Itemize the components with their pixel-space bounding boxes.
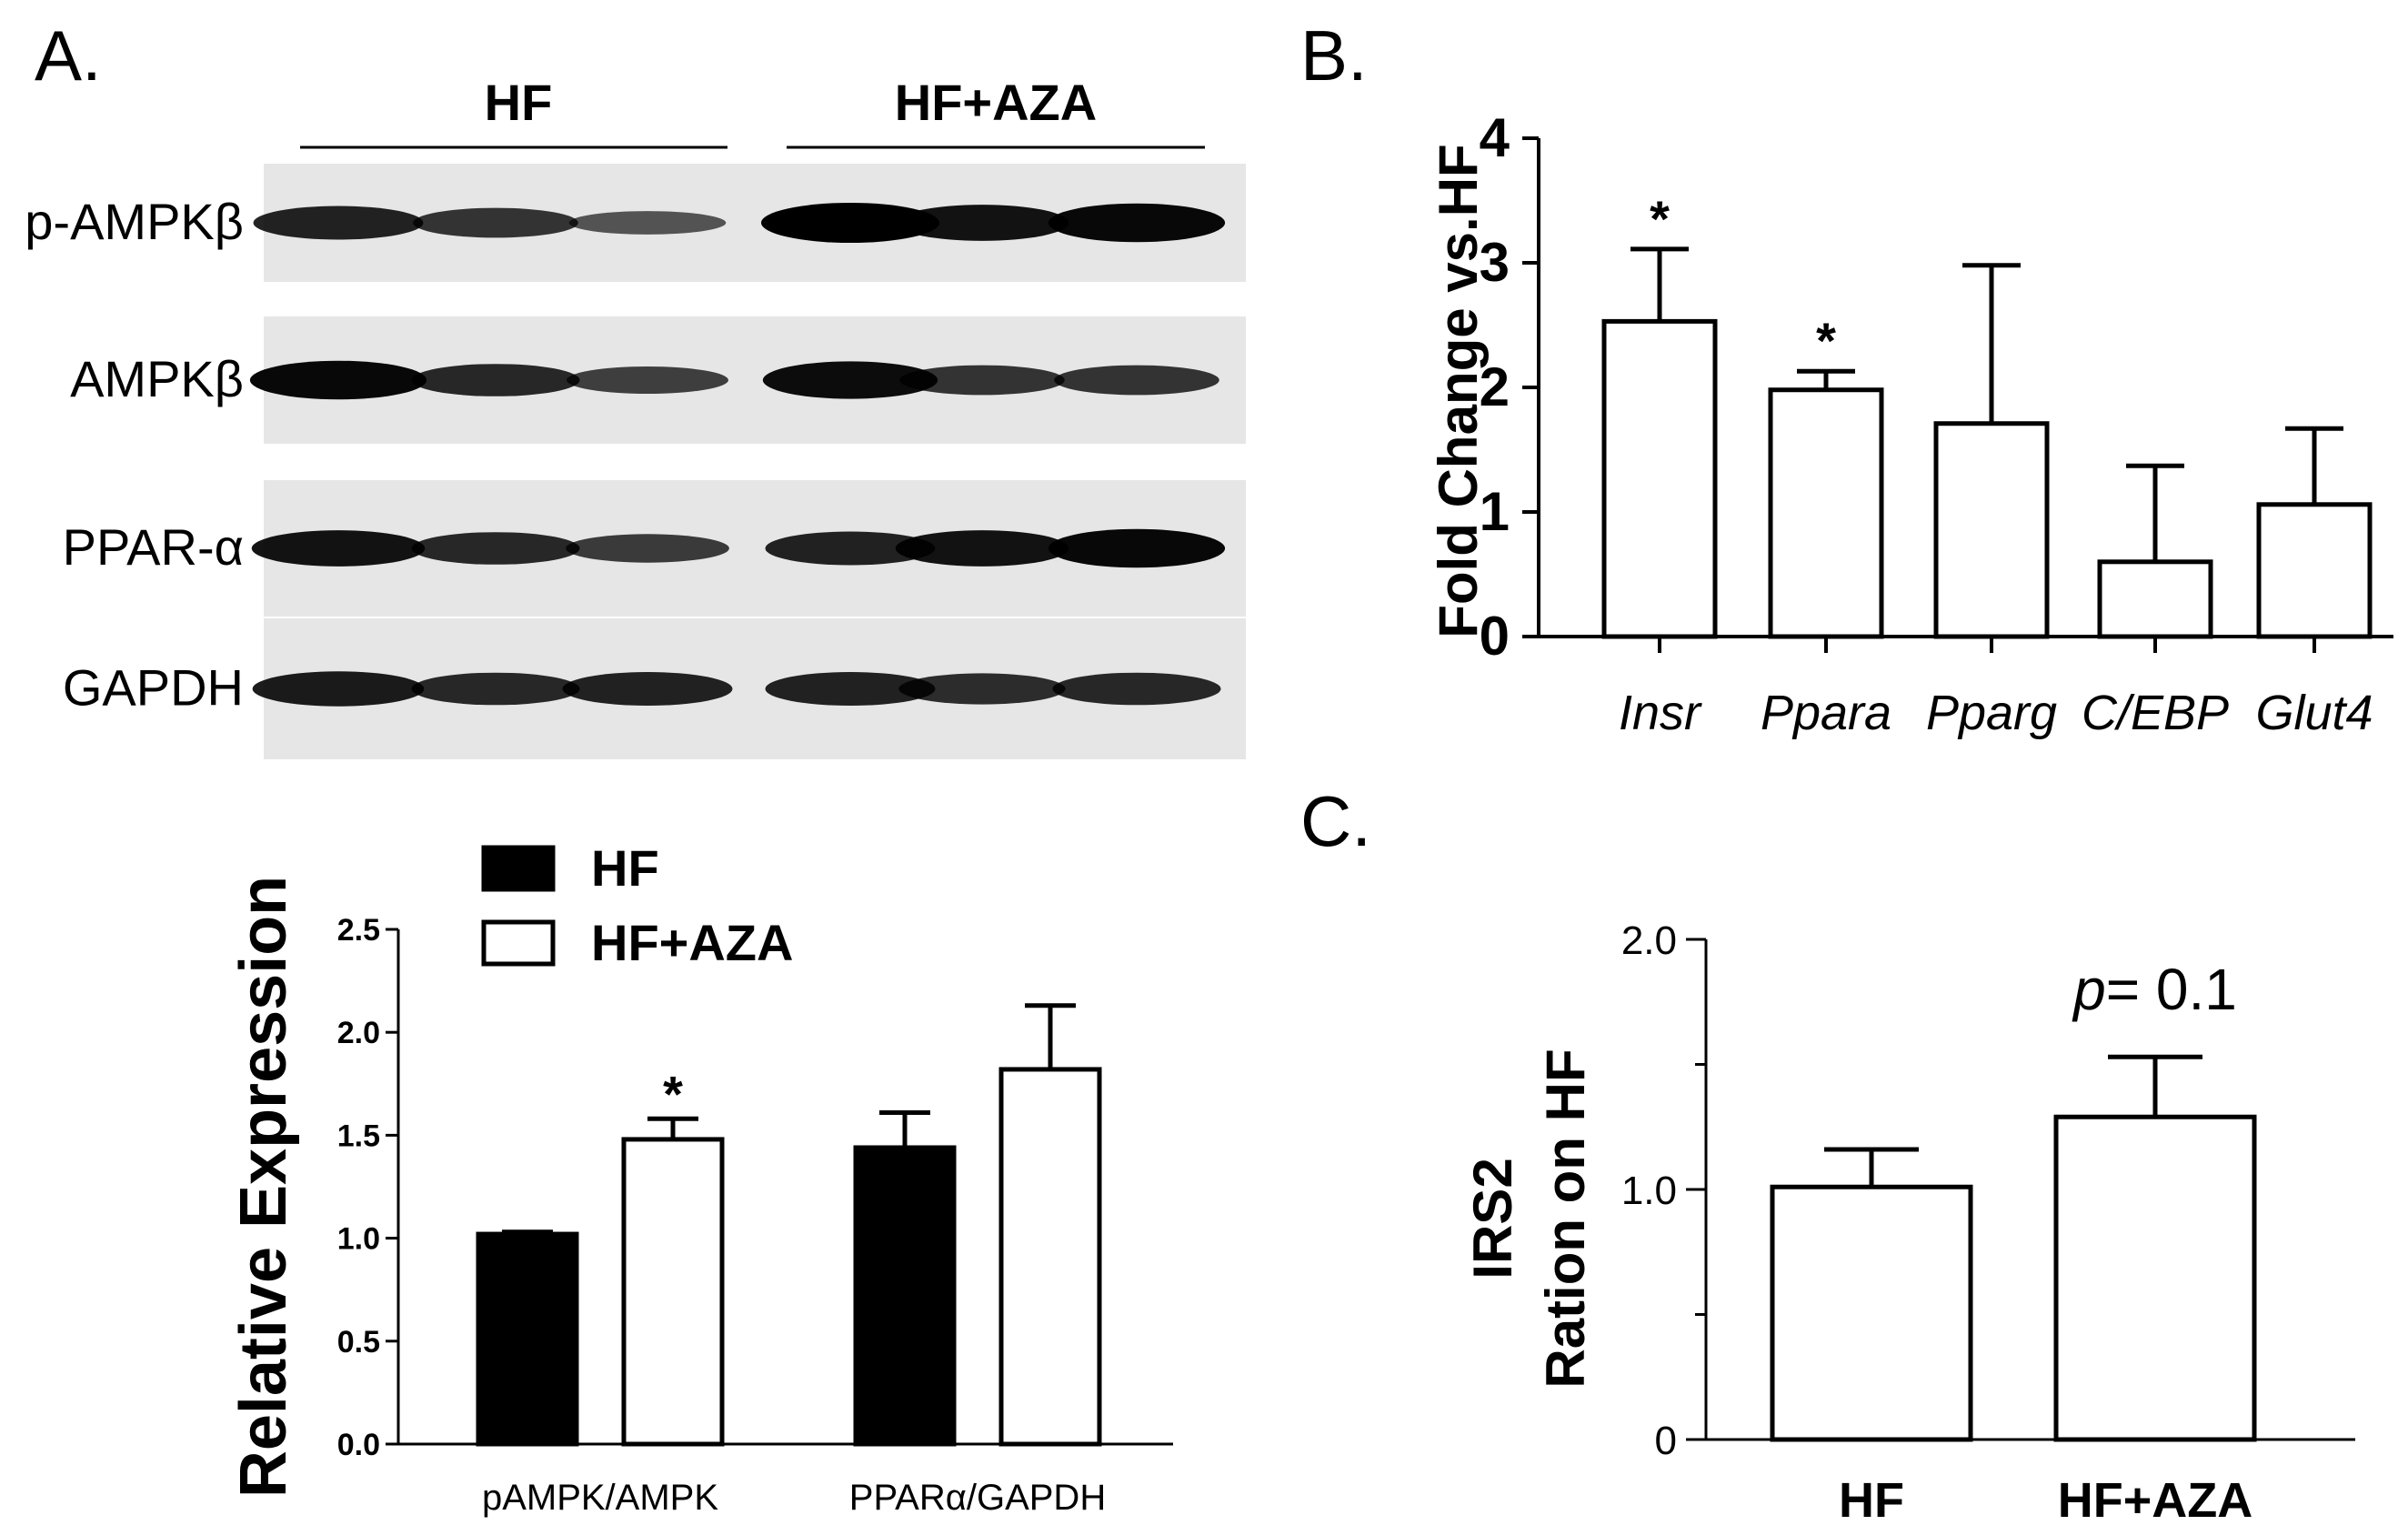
- blot-band: [895, 530, 1069, 567]
- chart-b-x-tick-label: Glut4: [2255, 686, 2373, 740]
- chart-a-bar: [621, 1137, 725, 1447]
- blot-band: [898, 673, 1066, 705]
- chart-a-legend-swatch: [481, 845, 556, 892]
- chart-c-bar: [2053, 1114, 2257, 1442]
- chart-b-bar: [1601, 318, 1718, 639]
- blot-band: [1048, 203, 1226, 243]
- chart-a-x-tick-label: PPARα/GAPDH: [849, 1478, 1106, 1518]
- blot-band: [249, 360, 427, 400]
- chart-c-p-value: p= 0.1: [2072, 957, 2237, 1022]
- chart-c-x-tick-label: HF: [1839, 1473, 1904, 1528]
- chart-b-bar: [2097, 559, 2213, 639]
- chart-a-bar: [998, 1067, 1102, 1447]
- chart-a-y-tick-label: 0.5: [337, 1325, 380, 1359]
- chart-b-significance: *: [1816, 312, 1836, 369]
- chart-c-y-tick-label: 0: [1655, 1419, 1677, 1463]
- chart-a-legend-label: HF+AZA: [591, 914, 793, 971]
- chart-c-bar: [1770, 1184, 1973, 1442]
- chart-b-bar: [1768, 387, 1884, 639]
- blot-band: [1052, 672, 1221, 706]
- panel-c-letter: C.: [1300, 781, 1371, 861]
- chart-a-legend-label: HF: [591, 839, 659, 897]
- blot-band: [765, 672, 936, 706]
- chart-b-bar: [1933, 421, 2050, 639]
- chart-a-y-tick-label: 1.5: [337, 1119, 380, 1153]
- blot-band: [252, 671, 425, 707]
- chart-a-y-label: Relative Expression: [227, 876, 300, 1498]
- chart-b-y-tick-label: 2: [1480, 356, 1510, 417]
- chart-a-y-tick-label: 1.0: [337, 1222, 380, 1257]
- blot-row-label: PPAR-α: [63, 518, 244, 576]
- chart-c-x-tick-label: HF+AZA: [2058, 1473, 2253, 1528]
- chart-c-y-tick-label: 1.0: [1621, 1169, 1677, 1213]
- chart-c-y-label-line2: Ration on HF: [1535, 1048, 1596, 1388]
- chart-b-y-tick-label: 4: [1480, 107, 1510, 168]
- blot-band: [411, 672, 580, 706]
- panel-b-letter: B.: [1300, 15, 1368, 95]
- chart-b-y-tick-label: 0: [1480, 606, 1510, 667]
- chart-c-p-symbol: p: [2072, 957, 2106, 1022]
- blot-row-label: AMPKβ: [70, 350, 244, 407]
- chart-a: 0.0 0.5 1.0 1.5 2.0 2.5 Relative Expression * pA…: [227, 839, 1173, 1518]
- chart-a-y-tick-label: 2.5: [337, 913, 380, 948]
- chart-c: 0 1.0 2.0 IRS2 Ration on HF HF HF+AZA p= 0.1: [1462, 918, 2355, 1528]
- blot-group-label-hf: HF: [485, 74, 553, 131]
- blot-group-label-hfaza: HF+AZA: [895, 74, 1097, 131]
- chart-b-y-label: Fold Change vs.HF: [1428, 144, 1489, 637]
- chart-b-significance: *: [1650, 190, 1670, 247]
- blot-band: [567, 366, 728, 394]
- chart-b-x-tick-label: Pparg: [1926, 686, 2057, 740]
- chart-b-x-tick-label: C/EBP: [2082, 686, 2229, 740]
- chart-b-y-tick-label: 3: [1480, 232, 1510, 293]
- chart-b-x-tick-label: Ppara: [1761, 686, 1891, 740]
- blot-band: [566, 534, 729, 563]
- blot-row-label: GAPDH: [63, 659, 244, 717]
- chart-c-y-label-line1: IRS2: [1462, 1158, 1523, 1279]
- chart-a-legend-swatch: [481, 919, 556, 967]
- chart-b-x-tick-label: Insr: [1619, 686, 1702, 740]
- western-blot: HF HF+AZA p-AMPKβ AMPKβ PPAR-α GAPDH: [25, 74, 1246, 759]
- chart-a-x-tick-label: pAMPK/AMPK: [482, 1478, 718, 1518]
- chart-a-y-tick-label: 0.0: [337, 1428, 380, 1462]
- blot-row-label: p-AMPKβ: [25, 193, 244, 250]
- chart-b-bar: [2256, 502, 2373, 639]
- blot-band: [411, 532, 580, 565]
- blot-band: [253, 206, 424, 240]
- blot-band: [765, 531, 936, 566]
- chart-a-y-tick-label: 2.0: [337, 1016, 380, 1050]
- blot-band: [411, 364, 580, 396]
- blot-band: [895, 205, 1069, 241]
- blot-band: [413, 207, 578, 238]
- chart-a-bar: [476, 1231, 579, 1447]
- chart-a-bar: [853, 1145, 957, 1447]
- chart-c-p-text: = 0.1: [2106, 957, 2237, 1022]
- panel-a-letter: A.: [35, 15, 102, 95]
- blot-band: [1054, 365, 1219, 396]
- chart-c-y-tick-label: 2.0: [1621, 918, 1677, 963]
- blot-band: [762, 361, 938, 399]
- blot-band: [568, 211, 727, 235]
- blot-band: [899, 365, 1065, 396]
- blot-band: [1048, 528, 1226, 568]
- chart-b-y-tick-label: 1: [1480, 481, 1510, 542]
- blot-band: [251, 530, 426, 567]
- blot-band: [562, 672, 733, 706]
- blot-band: [761, 203, 939, 243]
- chart-a-significance: *: [663, 1065, 683, 1122]
